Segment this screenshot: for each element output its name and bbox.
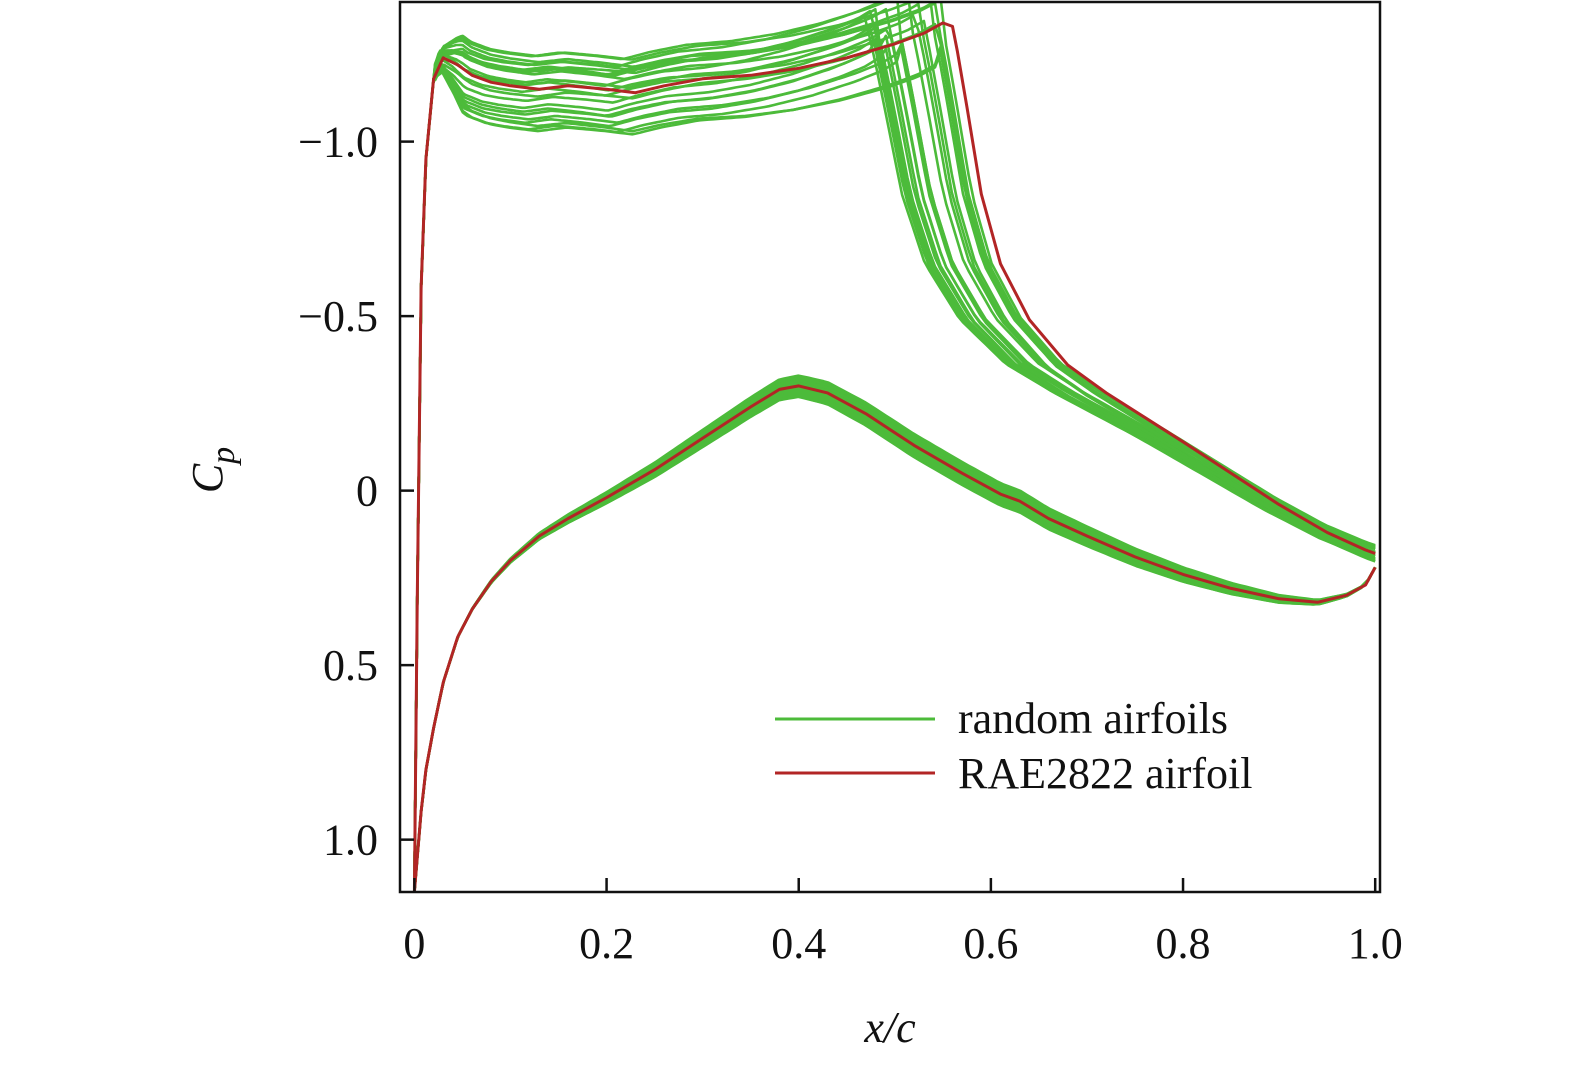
y-tick-label: 0 [356, 467, 378, 516]
random-airfoil-lower-line [413, 383, 1377, 892]
x-tick-label: 0.2 [579, 919, 634, 968]
random-airfoil-lower-line [413, 379, 1377, 892]
random-airfoil-lower-line [413, 377, 1377, 892]
random-airfoil-lower-line [413, 378, 1377, 892]
y-axis-title-main: C [183, 463, 232, 493]
x-tick-label: 0.6 [963, 919, 1018, 968]
random-airfoil-lower-line [413, 379, 1377, 892]
legend-label-random: random airfoils [958, 694, 1228, 743]
random-airfoil-lower-line [413, 374, 1377, 892]
random-airfoil-lower-line [413, 387, 1377, 892]
y-axis-title: Cp [183, 447, 242, 493]
svg-text:Cp: Cp [183, 447, 242, 493]
random-airfoil-upper-line [413, 41, 1376, 892]
random-airfoil-lower-line [413, 390, 1377, 892]
random-airfoil-lower-line [413, 375, 1377, 892]
random-airfoil-upper-line [413, 28, 1376, 892]
y-tick-label: 0.5 [323, 641, 378, 690]
x-axis-title: x/c [863, 1003, 916, 1052]
x-tick-label: 0.8 [1156, 919, 1211, 968]
random-airfoil-lower-line [413, 386, 1377, 892]
random-airfoil-lower-line [413, 382, 1377, 892]
y-tick-label: −0.5 [298, 292, 378, 341]
legend: random airfoils RAE2822 airfoil [775, 694, 1253, 798]
random-airfoil-lower-line [413, 379, 1377, 892]
x-tick-label: 1.0 [1348, 919, 1403, 968]
legend-label-rae2822: RAE2822 airfoil [958, 749, 1253, 798]
random-airfoil-upper-line [413, 2, 1376, 892]
random-airfoil-lower-line [413, 390, 1377, 892]
random-airfoil-lower-line [413, 381, 1377, 892]
random-airfoil-lower-line [413, 388, 1377, 892]
random-airfoil-upper-line [413, 34, 1376, 892]
random-airfoil-lower-line [413, 384, 1377, 892]
plot-frame [398, 0, 1382, 894]
random-airfoil-upper-line [413, 2, 1376, 892]
random-airfoil-lower-line [413, 392, 1377, 892]
y-tick-label: −1.0 [298, 118, 378, 167]
axis-ticks: 0 0.2 0.4 0.6 0.8 1.0 −1.0 −0.5 0 0.5 1.0 [298, 118, 1403, 968]
rae2822-lower-line [412, 384, 1377, 892]
random-airfoil-lower-line [413, 379, 1377, 892]
y-tick-label: 1.0 [323, 816, 378, 865]
random-airfoil-lower-line [413, 388, 1377, 892]
x-tick-label: 0.4 [771, 919, 826, 968]
y-axis-title-sub: p [205, 447, 242, 466]
rae2822-upper-line [412, 21, 1376, 892]
x-tick-label: 0 [403, 919, 425, 968]
random-airfoil-lower-line [413, 386, 1377, 892]
rae2822-series [412, 21, 1377, 892]
random-airfoil-lower-line [413, 386, 1377, 892]
random-airfoil-upper-line [413, 2, 1376, 892]
random-airfoil-upper-line [413, 7, 1376, 892]
